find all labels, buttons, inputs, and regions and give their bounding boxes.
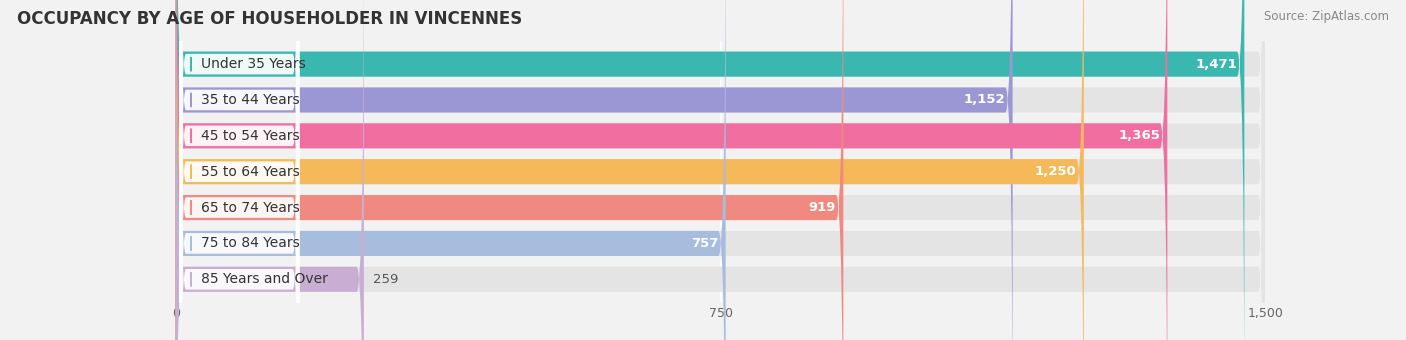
FancyBboxPatch shape (176, 0, 1265, 340)
FancyBboxPatch shape (180, 0, 299, 340)
FancyBboxPatch shape (176, 0, 1265, 340)
FancyBboxPatch shape (176, 0, 1167, 340)
Text: 1,250: 1,250 (1035, 165, 1077, 178)
FancyBboxPatch shape (176, 0, 1265, 340)
FancyBboxPatch shape (176, 0, 844, 340)
FancyBboxPatch shape (176, 0, 1244, 340)
FancyBboxPatch shape (180, 0, 299, 340)
FancyBboxPatch shape (176, 0, 725, 340)
FancyBboxPatch shape (176, 0, 1265, 340)
FancyBboxPatch shape (176, 0, 1012, 340)
FancyBboxPatch shape (176, 0, 1265, 340)
FancyBboxPatch shape (180, 0, 299, 340)
Text: Source: ZipAtlas.com: Source: ZipAtlas.com (1264, 10, 1389, 23)
FancyBboxPatch shape (180, 0, 299, 340)
Text: 1,152: 1,152 (963, 94, 1005, 106)
FancyBboxPatch shape (180, 0, 299, 340)
Text: 45 to 54 Years: 45 to 54 Years (201, 129, 299, 143)
Text: 65 to 74 Years: 65 to 74 Years (201, 201, 299, 215)
FancyBboxPatch shape (176, 0, 1265, 340)
FancyBboxPatch shape (176, 0, 364, 340)
Text: 75 to 84 Years: 75 to 84 Years (201, 236, 299, 251)
Text: 259: 259 (373, 273, 398, 286)
FancyBboxPatch shape (176, 0, 1084, 340)
Text: OCCUPANCY BY AGE OF HOUSEHOLDER IN VINCENNES: OCCUPANCY BY AGE OF HOUSEHOLDER IN VINCE… (17, 10, 522, 28)
FancyBboxPatch shape (180, 0, 299, 340)
Text: 1,471: 1,471 (1195, 57, 1237, 71)
Text: 35 to 44 Years: 35 to 44 Years (201, 93, 299, 107)
Text: 919: 919 (808, 201, 837, 214)
Text: 85 Years and Over: 85 Years and Over (201, 272, 328, 286)
Text: 1,365: 1,365 (1118, 129, 1160, 142)
FancyBboxPatch shape (180, 0, 299, 340)
Text: Under 35 Years: Under 35 Years (201, 57, 307, 71)
FancyBboxPatch shape (176, 0, 1265, 340)
Text: 757: 757 (690, 237, 718, 250)
Text: 55 to 64 Years: 55 to 64 Years (201, 165, 299, 179)
